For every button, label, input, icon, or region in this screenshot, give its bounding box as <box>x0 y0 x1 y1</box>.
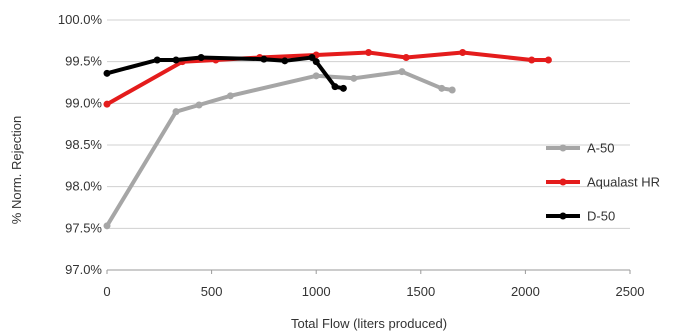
y-tick-label: 98.0% <box>65 179 102 194</box>
x-tick-label: 0 <box>103 284 110 299</box>
legend-item: A-50 <box>546 141 614 156</box>
series-a-50 <box>103 68 456 230</box>
y-tick-label: 99.0% <box>65 95 102 110</box>
data-point <box>350 74 358 82</box>
data-point <box>365 49 372 56</box>
legend-swatch-marker <box>559 178 567 186</box>
y-axis-title: % Norm. Rejection <box>9 116 24 224</box>
legend-label: A-50 <box>587 141 614 156</box>
legend-label: D-50 <box>587 209 615 224</box>
y-tick-label: 97.5% <box>65 220 102 235</box>
data-point <box>312 72 320 80</box>
data-point <box>226 92 234 100</box>
data-point <box>402 54 410 61</box>
data-point <box>331 83 339 91</box>
y-tick-label: 97.0% <box>65 262 102 277</box>
data-point <box>153 56 161 64</box>
data-point <box>172 108 180 116</box>
legend-item: Aqualast HR <box>546 175 660 190</box>
series <box>103 49 552 230</box>
data-point <box>103 69 111 77</box>
data-point <box>281 57 289 65</box>
x-tick-label: 1500 <box>406 284 435 299</box>
data-point <box>260 55 268 63</box>
series-line <box>105 55 346 91</box>
legend-item: D-50 <box>546 209 615 224</box>
legend: A-50 Aqualast HR D-50 <box>546 141 660 224</box>
data-point <box>103 222 111 230</box>
y-tick-label: 100.0% <box>58 12 103 27</box>
x-tick-label: 500 <box>201 284 223 299</box>
data-point <box>459 49 467 56</box>
data-point <box>528 56 536 64</box>
x-tick-label: 2500 <box>616 284 645 299</box>
axes: 97.0% 97.5% 98.0% 98.5% 99.0% 99.5% 100.0% 0 500… <box>58 12 645 299</box>
series-d-50 <box>103 54 347 92</box>
data-point <box>448 86 456 94</box>
data-point <box>103 100 111 108</box>
series-line <box>105 50 551 107</box>
data-point <box>312 58 320 66</box>
data-point <box>197 54 205 61</box>
data-point <box>172 56 180 64</box>
y-tick-label: 98.5% <box>65 137 102 152</box>
data-point <box>195 101 203 109</box>
legend-label: Aqualast HR <box>587 175 660 190</box>
legend-swatch-marker <box>559 212 567 220</box>
x-tick-label: 2000 <box>511 284 540 299</box>
data-point <box>438 84 446 92</box>
series-line <box>105 69 455 228</box>
y-tick-label: 99.5% <box>65 54 102 69</box>
x-axis-title: Total Flow (liters produced) <box>291 316 447 331</box>
data-point <box>339 84 347 92</box>
data-point <box>544 56 552 64</box>
data-point <box>398 68 406 76</box>
x-tick-label: 1000 <box>302 284 331 299</box>
legend-swatch-marker <box>559 144 567 152</box>
